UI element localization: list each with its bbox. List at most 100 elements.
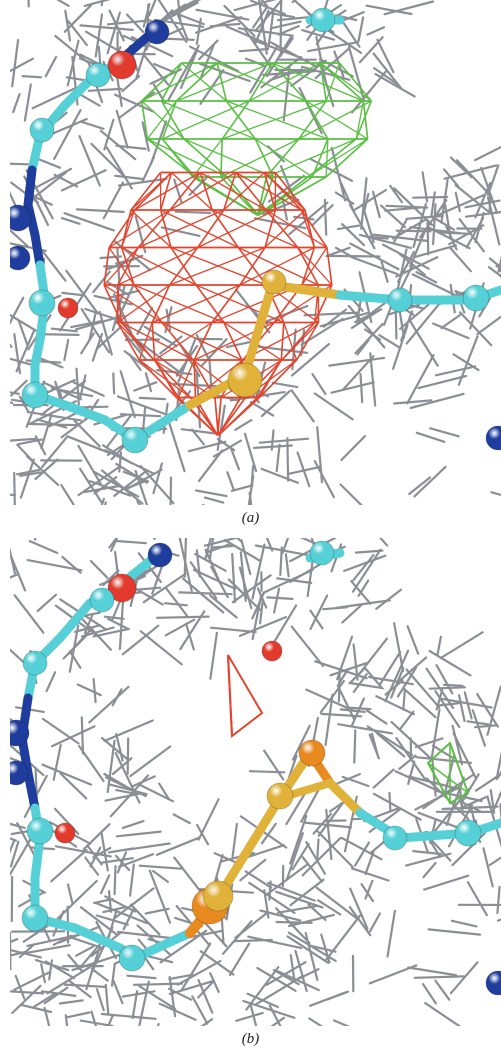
- mesh-edge: [95, 988, 105, 1012]
- green-density-edge: [254, 138, 313, 178]
- mesh-edge: [389, 184, 403, 204]
- mesh-edge: [405, 214, 444, 220]
- mesh-edge: [134, 469, 149, 505]
- green-density-edge: [325, 62, 341, 102]
- mesh-edge: [50, 725, 96, 748]
- mesh-edge: [445, 225, 458, 251]
- mesh-edge: [60, 217, 81, 225]
- mesh-edge: [313, 392, 354, 421]
- red-density-edge: [223, 322, 243, 361]
- mesh-edge: [90, 967, 109, 982]
- mesh-edge: [414, 244, 457, 258]
- green-density-edge: [147, 138, 228, 178]
- mesh-edge: [238, 615, 287, 638]
- mesh-edge: [260, 389, 291, 418]
- red-density-edge: [153, 359, 192, 399]
- mesh-edge: [63, 983, 107, 988]
- mesh-edge: [409, 392, 465, 410]
- green-density-edge: [362, 100, 369, 140]
- red-density-edge: [151, 322, 156, 361]
- red-density-edge: [130, 209, 172, 248]
- green-density-edge: [258, 176, 327, 216]
- green-density-edge: [325, 138, 329, 178]
- mesh-edge: [77, 465, 121, 497]
- green-density-edge: [427, 762, 469, 794]
- mesh-edge: [325, 246, 351, 258]
- mesh-edge: [112, 979, 124, 1005]
- mesh-edge: [34, 959, 70, 972]
- red-density-edge: [237, 247, 268, 286]
- mesh-edge: [364, 879, 374, 900]
- mesh-edge: [10, 391, 20, 395]
- mesh-edge: [238, 566, 253, 610]
- mesh-edge: [273, 604, 298, 643]
- mesh-edge: [311, 373, 327, 395]
- mesh-edge: [103, 615, 125, 621]
- mesh-edge: [10, 162, 30, 166]
- mesh-edge: [244, 870, 273, 889]
- mesh-edge: [149, 120, 168, 165]
- grey-density-mesh: [10, 0, 501, 505]
- mesh-edge: [93, 470, 140, 498]
- mesh-edge: [137, 340, 183, 375]
- mesh-edge: [354, 841, 370, 867]
- mesh-edge: [251, 543, 266, 600]
- bond-stick: [60, 400, 110, 425]
- mesh-edge: [11, 38, 20, 88]
- mesh-edge: [290, 625, 325, 668]
- nitrogen-atom: [10, 245, 31, 271]
- mesh-edge: [75, 208, 125, 213]
- mesh-edge: [360, 883, 374, 903]
- green-density-edge: [160, 62, 183, 102]
- mesh-edge: [115, 830, 162, 838]
- mesh-edge: [357, 579, 370, 597]
- mesh-edge: [340, 836, 383, 861]
- mesh-edge: [138, 980, 150, 1026]
- mesh-edge: [274, 68, 312, 72]
- mesh-edge: [138, 396, 167, 401]
- mesh-edge: [451, 724, 464, 766]
- mesh-edge: [465, 217, 485, 249]
- mesh-edge: [492, 790, 501, 812]
- green-density-edge: [175, 62, 218, 102]
- mesh-edge: [192, 568, 237, 590]
- red-density-edge: [170, 247, 197, 286]
- mesh-edge: [35, 157, 62, 169]
- red-density-edge: [171, 172, 213, 211]
- mesh-edge: [52, 743, 62, 781]
- mesh-edge: [231, 574, 272, 604]
- mesh-edge: [199, 62, 251, 83]
- red-density-edge: [121, 246, 197, 286]
- mesh-edge: [138, 864, 183, 870]
- mesh-edge: [63, 338, 70, 361]
- mesh-edge: [290, 389, 315, 423]
- mesh-edge: [339, 483, 363, 505]
- red-density-edge: [193, 359, 197, 398]
- mesh-edge: [13, 594, 45, 634]
- oxygen-atom: [54, 822, 76, 844]
- mesh-edge: [408, 476, 432, 496]
- mesh-edge: [126, 737, 130, 775]
- mesh-edge: [288, 913, 335, 928]
- mesh-edge: [317, 800, 346, 837]
- green-density-edge: [161, 100, 178, 140]
- mesh-edge: [103, 118, 115, 151]
- nitrogen-atom: [485, 425, 501, 451]
- mesh-edge: [91, 332, 104, 362]
- mesh-edge: [115, 144, 147, 150]
- mesh-edge: [204, 538, 212, 560]
- mesh-edge: [210, 626, 257, 634]
- mesh-edge: [413, 465, 447, 498]
- green-density-edge: [311, 138, 329, 178]
- mesh-edge: [19, 470, 46, 477]
- mesh-edge: [197, 798, 220, 841]
- mesh-edge: [300, 784, 323, 823]
- mesh-edge: [104, 501, 107, 505]
- mesh-edge: [76, 683, 102, 697]
- mesh-edge: [452, 353, 480, 372]
- red-density-edge: [117, 284, 122, 323]
- atom-spheres: [10, 7, 501, 454]
- mesh-edge: [391, 218, 427, 240]
- mesh-edge: [366, 26, 386, 36]
- mesh-edge: [163, 602, 188, 607]
